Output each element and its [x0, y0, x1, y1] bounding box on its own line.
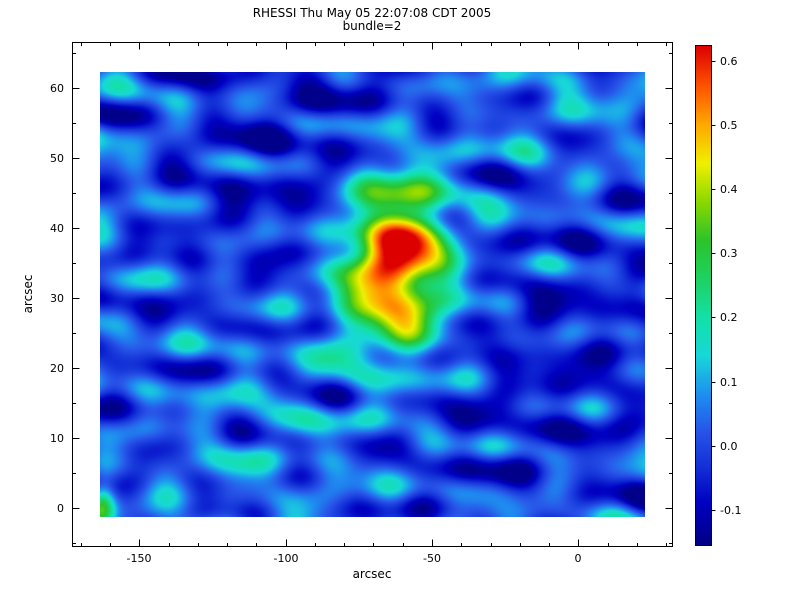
y-tick-label: 0 [57, 502, 64, 515]
colorbar-gradient [695, 45, 711, 545]
y-tick-label: 40 [50, 222, 64, 235]
axes-frame [72, 42, 673, 547]
colorbar-tick-label: 0.5 [720, 119, 738, 132]
y-tick-label: 60 [50, 82, 64, 95]
y-axis-title: arcsec [21, 274, 35, 314]
y-tick-label: 20 [50, 362, 64, 375]
colorbar-tick-label: 0.2 [720, 311, 738, 324]
colorbar-tick-label: 0.1 [720, 376, 738, 389]
x-tick-label: 0 [575, 552, 582, 565]
x-tick-label: -50 [423, 552, 441, 565]
colorbar-tick-label: 0.6 [720, 55, 738, 68]
colorbar-tick-label: -0.1 [720, 504, 741, 517]
colorbar-frame [695, 45, 712, 546]
y-tick-label: 30 [50, 292, 64, 305]
colorbar-tick-label: 0.3 [720, 247, 738, 260]
colorbar-tick-label: 0.4 [720, 183, 738, 196]
y-tick-label: 50 [50, 152, 64, 165]
colorbar-tick-label: 0.0 [720, 440, 738, 453]
heatmap-image [100, 72, 645, 517]
x-tick-label: -150 [127, 552, 152, 565]
y-tick-label: 10 [50, 432, 64, 445]
plot-subtitle: bundle=2 [342, 19, 402, 33]
plot-title: RHESSI Thu May 05 22:07:08 CDT 2005 [252, 6, 492, 20]
x-axis-title: arcsec [352, 567, 392, 581]
x-tick-label: -100 [274, 552, 299, 565]
